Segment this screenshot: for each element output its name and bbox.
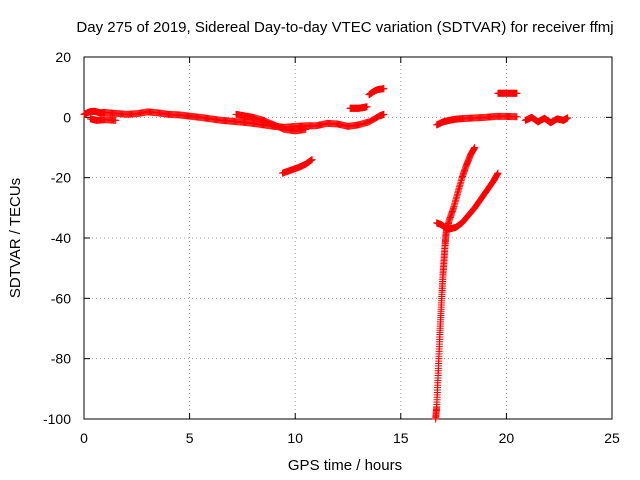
data-point: [564, 114, 572, 122]
data-point: [513, 113, 521, 121]
x-tick-label: 5: [186, 430, 194, 446]
data-point: [494, 169, 502, 177]
y-tick-label: -20: [51, 170, 71, 186]
series-track-2: [86, 115, 120, 124]
series-track-6: [365, 85, 388, 99]
y-tick-label: -100: [43, 411, 71, 427]
chart-title: Day 275 of 2019, Sidereal Day-to-day VTE…: [76, 19, 613, 36]
x-tick-label: 20: [499, 430, 515, 446]
series-track-11: [433, 169, 502, 233]
series-track-7: [433, 112, 521, 129]
axis-ticks: 0 5 10 15 20 25 -100 -80 -60 -40 -20 0 20: [43, 49, 620, 446]
y-tick-label: -40: [51, 230, 71, 246]
data-point: [308, 156, 316, 164]
y-axis-label: SDTVAR / TECUs: [7, 178, 24, 298]
series-track-9: [521, 113, 572, 127]
data-point: [380, 85, 388, 93]
x-tick-label: 10: [287, 430, 303, 446]
data-points: [80, 85, 572, 423]
data-point: [363, 103, 371, 111]
series-track-3: [232, 110, 310, 135]
data-point: [112, 116, 120, 124]
data-point: [302, 125, 310, 133]
series-track-4: [279, 156, 316, 177]
y-tick-label: -80: [51, 351, 71, 367]
x-tick-label: 0: [80, 430, 88, 446]
data-point: [380, 110, 388, 118]
series-track-8: [494, 89, 521, 97]
x-tick-label: 25: [604, 430, 620, 446]
y-tick-label: -60: [51, 290, 71, 306]
series-track-1: [80, 107, 388, 131]
data-point: [513, 89, 521, 97]
data-point: [471, 144, 479, 151]
series-track-10: [432, 144, 479, 423]
series-track-5: [346, 103, 371, 112]
y-tick-label: 0: [63, 109, 71, 125]
x-tick-label: 15: [393, 430, 409, 446]
x-axis-label: GPS time / hours: [288, 457, 402, 474]
y-tick-label: 20: [55, 49, 71, 65]
